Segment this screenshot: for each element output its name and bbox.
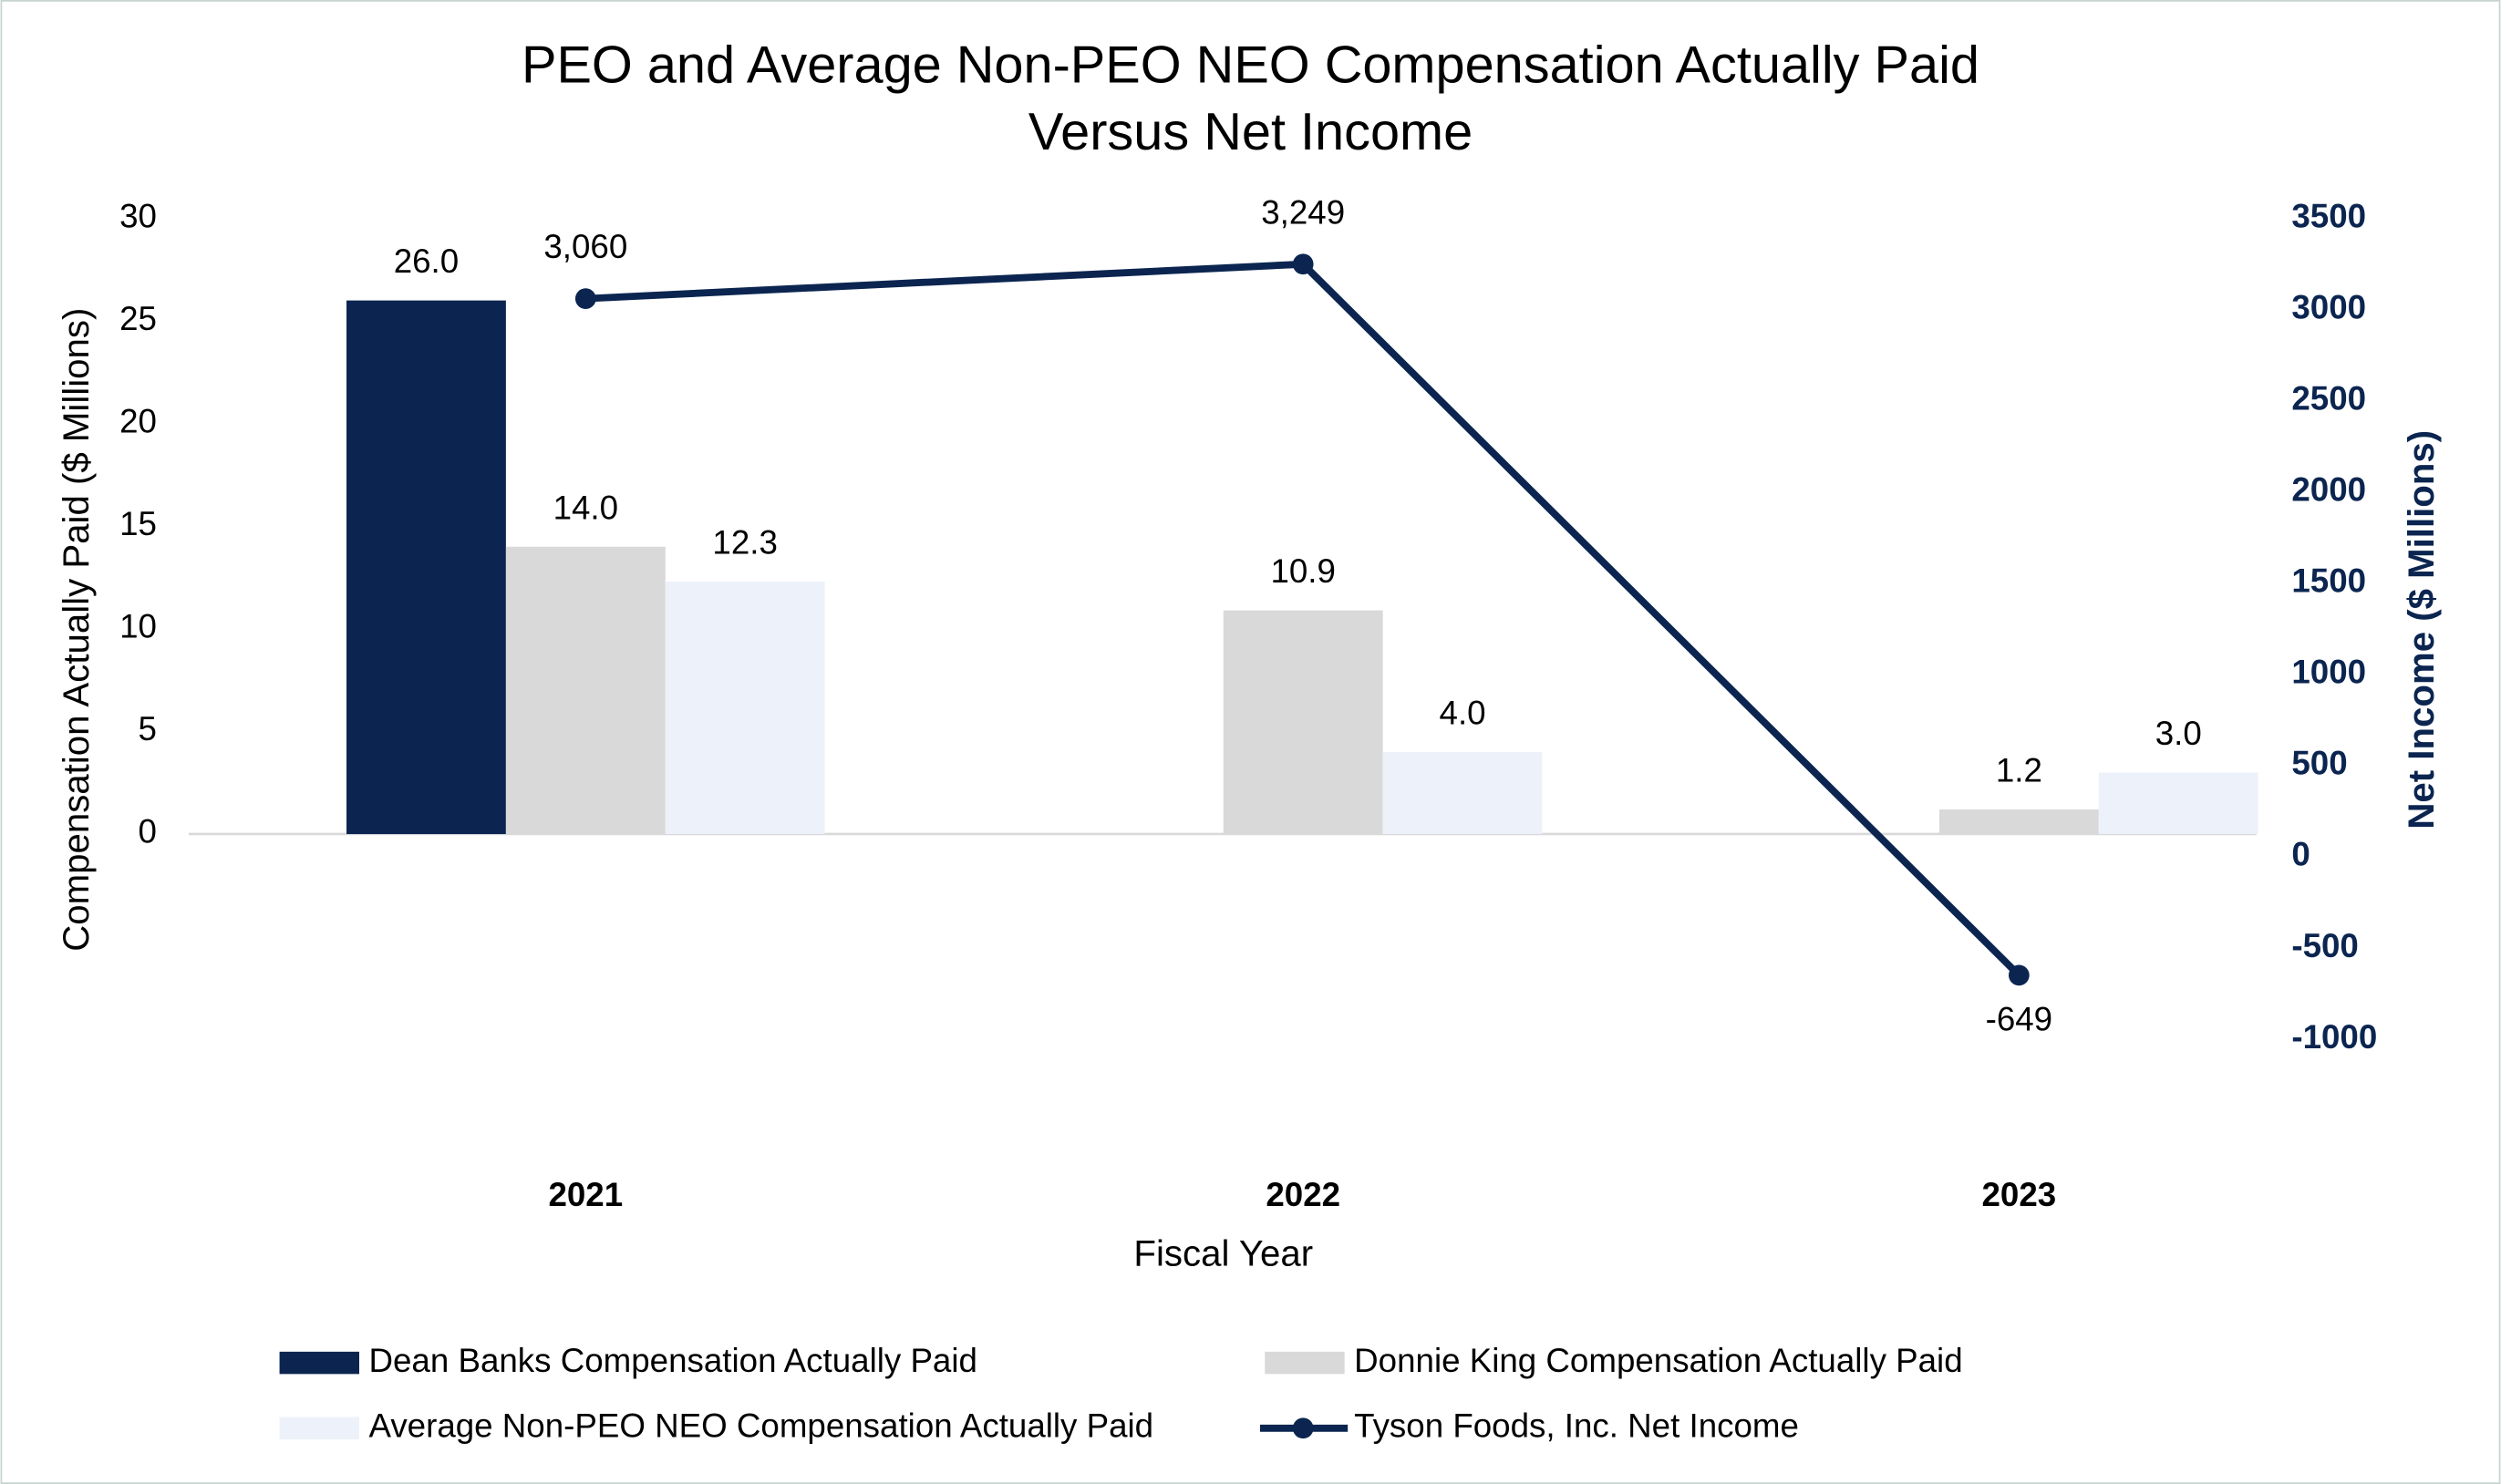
line-point	[1292, 253, 1314, 275]
y2-tick-label: -1000	[2291, 1018, 2377, 1056]
data-label: 12.3	[712, 524, 777, 562]
y2-tick-label: 1500	[2291, 562, 2366, 600]
y2-tick-label: 2500	[2291, 379, 2366, 417]
y2-tick-label: 500	[2291, 745, 2347, 782]
legend-swatch	[279, 1417, 360, 1440]
bar	[505, 546, 666, 834]
data-label: 3,249	[1261, 193, 1345, 231]
legend-swatch	[1265, 1351, 1345, 1375]
y-tick-label: 15	[119, 505, 157, 542]
y-tick-label: 20	[119, 402, 157, 439]
legend-label: Tyson Foods, Inc. Net Income	[1354, 1407, 1799, 1445]
bar	[1938, 809, 2099, 834]
data-label: 14.0	[553, 489, 618, 526]
legend-swatch	[1292, 1417, 1314, 1439]
data-label: 26.0	[394, 242, 459, 280]
data-label: 4.0	[1440, 694, 1486, 731]
bar	[346, 300, 506, 834]
y2-tick-label: 3000	[2291, 288, 2366, 325]
y2-tick-label: -500	[2291, 927, 2359, 964]
y-tick-label: 10	[119, 608, 157, 645]
y2-tick-label: 1000	[2291, 654, 2366, 691]
bar	[1382, 751, 1543, 834]
y2-tick-label: 3500	[2291, 197, 2366, 234]
y-tick-label: 25	[119, 300, 157, 337]
y2-tick-label: 2000	[2291, 470, 2366, 508]
legend-label: Donnie King Compensation Actually Paid	[1354, 1342, 1962, 1379]
data-label: 3,060	[543, 228, 627, 265]
bar	[2098, 772, 2258, 834]
line-point	[2008, 964, 2030, 986]
x-tick-label: 2023	[1982, 1176, 2057, 1213]
bar	[665, 582, 825, 834]
chart-title: Versus Net Income	[1028, 103, 1473, 161]
legend-label: Average Non-PEO NEO Compensation Actuall…	[368, 1407, 1153, 1445]
y-axis-label: Compensation Actually Paid ($ Millions)	[56, 308, 97, 952]
y-tick-label: 30	[119, 197, 157, 234]
data-label: 3.0	[2155, 715, 2202, 752]
y2-axis-label: Net Income ($ Millions)	[2401, 430, 2442, 830]
y-tick-label: 5	[138, 710, 156, 747]
y-tick-label: 0	[138, 813, 156, 850]
line-point	[574, 288, 596, 309]
bar	[1223, 610, 1383, 834]
x-axis-label: Fiscal Year	[1133, 1233, 1313, 1274]
data-label: 1.2	[1996, 751, 2042, 788]
legend-label: Dean Banks Compensation Actually Paid	[368, 1342, 977, 1379]
legend-swatch	[279, 1351, 360, 1375]
x-tick-label: 2022	[1266, 1176, 1340, 1213]
x-tick-label: 2021	[548, 1176, 623, 1213]
chart-title: PEO and Average Non-PEO NEO Compensation…	[522, 36, 1979, 94]
data-label: -649	[1986, 1000, 2053, 1037]
y2-tick-label: 0	[2291, 836, 2310, 873]
data-label: 10.9	[1270, 552, 1335, 590]
